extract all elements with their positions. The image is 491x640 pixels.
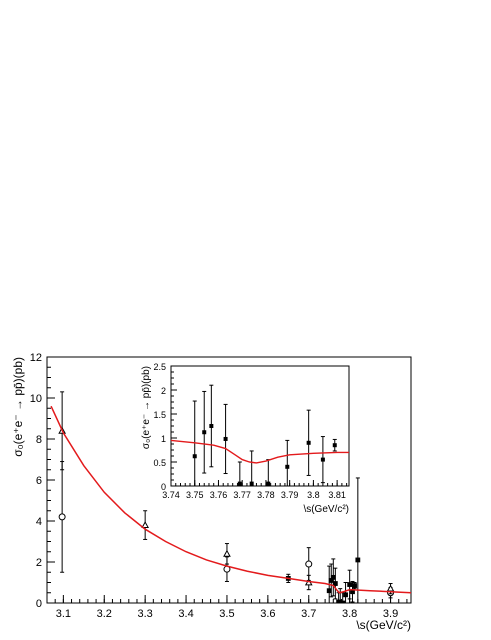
- inset-plot: 3.74 3.75 3.76 3.77 3.78 3.79 3.8 3.81 0 0.5 1 1.5 2…: [141, 362, 350, 515]
- inset-x-tick-label: 3.75: [186, 490, 204, 500]
- main-data-point-square: [332, 581, 338, 586]
- main-x-axis-title: \s(GeV/c²): [356, 618, 411, 632]
- main-x-tick-label: 3.8: [342, 608, 357, 620]
- inset-y-axis-title: σ₀(e⁺e⁻ → pp̄)(pb): [141, 366, 152, 449]
- main-x-tick-label: 3.3: [138, 608, 153, 620]
- inset-data-point-square: [306, 440, 311, 445]
- main-y-tick-label: 2: [36, 557, 42, 569]
- inset-x-tick-label: 3.78: [257, 490, 275, 500]
- main-x-tick-label: 3.2: [97, 608, 112, 620]
- inset-data-point-square: [209, 424, 214, 428]
- main-data-point-square: [337, 600, 343, 603]
- inset-data-point-square: [320, 457, 325, 462]
- main-data-point-square: [350, 589, 355, 595]
- inset-data-point-square: [202, 430, 207, 435]
- inset-x-tick-label: 3.79: [281, 490, 299, 500]
- main-x-tick-label: 3.5: [219, 608, 234, 620]
- inset-fit-curve: [171, 439, 349, 464]
- inset-data-point-square: [249, 481, 254, 486]
- inset-y-tick-label: 0: [161, 482, 166, 492]
- main-data-point-square: [352, 583, 357, 588]
- inset-x-tick-label: 3.76: [210, 490, 228, 500]
- inset-y-tick-label: 2: [161, 386, 166, 396]
- main-x-tick-label: 3.4: [178, 608, 193, 620]
- main-x-tick-label: 3.6: [260, 608, 275, 620]
- inset-x-tick-label: 3.74: [162, 490, 180, 500]
- main-x-tick-label: 3.7: [301, 608, 316, 620]
- main-y-tick-label: 8: [36, 434, 42, 446]
- inset-y-tick-label: 1: [161, 434, 166, 444]
- main-y-axis-title: σ₀(e⁺e⁻ → pp̄)(pb): [11, 357, 25, 457]
- main-data-point-square: [340, 600, 346, 603]
- main-y-tick-label: 4: [36, 516, 42, 528]
- main-data-point-circle: [58, 513, 66, 521]
- inset-data-point-square: [192, 454, 197, 459]
- inset-y-tick-label: 1.5: [153, 410, 166, 420]
- main-data-point-triangle: [223, 549, 231, 557]
- inset-data-point-square: [285, 464, 290, 469]
- main-data-point-square: [347, 582, 353, 587]
- inset-data-point-square: [266, 481, 271, 486]
- main-data-layer: [50, 391, 411, 603]
- inset-y-tick-label: 0.5: [153, 458, 166, 468]
- main-data-point-circle: [305, 560, 313, 568]
- inset-data-layer: [171, 384, 349, 486]
- main-data-point-square: [326, 588, 332, 594]
- inset-data-point-square: [237, 481, 242, 486]
- main-x-tick-label: 3.1: [56, 608, 71, 620]
- main-data-point-square: [355, 557, 361, 563]
- inset-plot-frame: [170, 365, 350, 487]
- inset-y-tick-label: 2.5: [153, 362, 166, 372]
- main-fit-curve: [50, 405, 411, 594]
- main-y-tick-label: 12: [30, 352, 42, 364]
- inset-x-tick-label: 3.81: [328, 490, 346, 500]
- main-data-point-triangle: [141, 521, 150, 528]
- inset-x-axis-title: \s(GeV/c²): [303, 504, 349, 515]
- main-x-tick-label: 3.9: [383, 608, 398, 620]
- inset-x-tick-label: 3.77: [233, 490, 251, 500]
- inset-data-point-square: [332, 443, 337, 448]
- main-data-point-square: [343, 592, 348, 598]
- main-y-tick-label: 10: [30, 393, 42, 405]
- main-data-point-square: [328, 578, 334, 583]
- inset-x-tick-label: 3.8: [307, 490, 320, 500]
- inset-data-point-square: [223, 436, 228, 441]
- main-y-tick-label: 0: [36, 598, 42, 610]
- main-data-point-square: [330, 574, 336, 580]
- main-y-tick-label: 6: [36, 475, 42, 487]
